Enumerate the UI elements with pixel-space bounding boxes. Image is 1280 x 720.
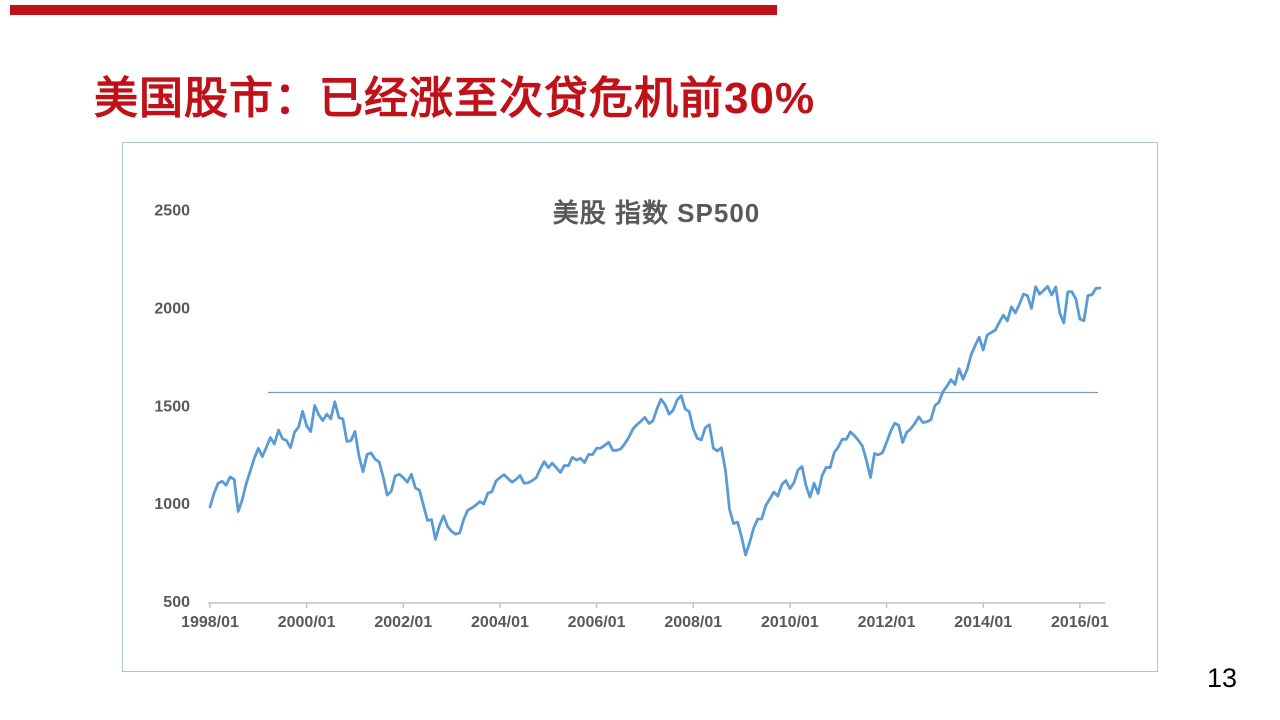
slide-title: 美国股市：已经涨至次贷危机前30% — [94, 74, 816, 123]
x-tick-label: 2014/01 — [954, 614, 1012, 631]
y-tick-label: 500 — [163, 594, 190, 611]
top-red-bar — [10, 5, 777, 15]
x-tick-label: 2010/01 — [761, 614, 819, 631]
x-tick-label: 2004/01 — [471, 614, 529, 631]
page-number: 13 — [1206, 663, 1238, 693]
y-tick-label: 1000 — [154, 496, 190, 513]
chart-frame: 美股 指数 SP500 2500 2000 1500 1000 500 1998/01 20… — [122, 142, 1158, 672]
chart-title: 美股 指数 SP500 — [552, 198, 761, 228]
x-tick-label: 1998/01 — [181, 614, 239, 631]
y-tick-label: 1500 — [154, 398, 190, 415]
x-tick-label: 2012/01 — [858, 614, 916, 631]
sp500-line — [208, 284, 1102, 557]
sp500-chart-svg: 2500 2000 1500 1000 500 1998/01 2000/01 2002/01… — [154, 203, 1109, 632]
x-tick-label: 2000/01 — [278, 614, 336, 631]
x-tick-label: 2006/01 — [568, 614, 626, 631]
x-tick-label: 2008/01 — [664, 614, 722, 631]
x-tick-label: 2002/01 — [374, 614, 432, 631]
x-tick-label: 2016/01 — [1051, 614, 1109, 631]
y-tick-label: 2000 — [154, 300, 190, 317]
y-tick-label: 2500 — [154, 203, 190, 220]
